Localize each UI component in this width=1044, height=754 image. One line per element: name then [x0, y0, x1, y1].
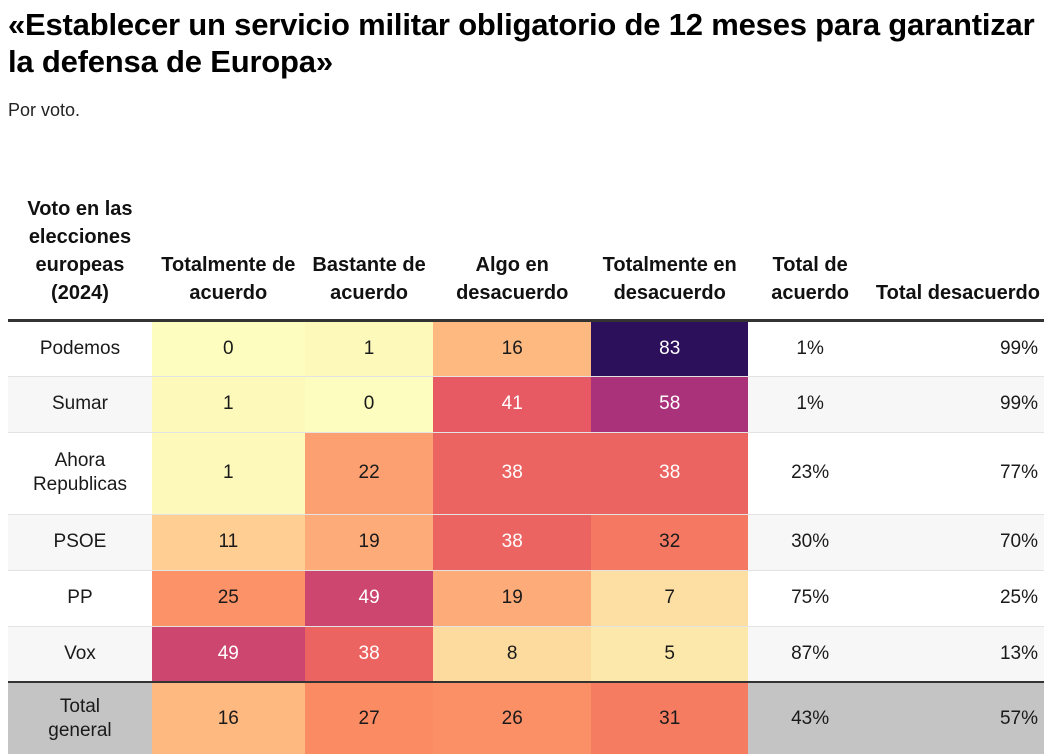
heat-cell: 11 — [151, 514, 305, 570]
heatmap-table: Voto en las elecciones europeas (2024) T… — [8, 160, 1044, 754]
column-header: Total desacuerdo — [875, 281, 1040, 304]
total-desacuerdo-cell: 77% — [999, 462, 1038, 483]
heat-cell: 1 — [151, 376, 305, 432]
column-header: Total de acuerdo — [771, 253, 850, 304]
heat-cell: 5 — [590, 626, 749, 682]
heat-cell: 38 — [433, 514, 591, 570]
heat-cell: 16 — [433, 320, 591, 376]
heat-cell: 27 — [304, 682, 434, 754]
total-acuerdo-cell: 43% — [748, 682, 872, 754]
row-label: Ahora Republicas — [32, 450, 127, 495]
heat-cell: 41 — [433, 376, 591, 432]
total-acuerdo-cell: 87% — [748, 626, 872, 682]
heat-cell: 0 — [151, 320, 305, 376]
heat-cell: 7 — [590, 570, 749, 626]
heat-cell: 19 — [304, 514, 434, 570]
table-row: Sumar 1 0 41 58 1% 99% — [8, 376, 1044, 432]
heat-cell: 38 — [590, 432, 749, 514]
table-row: Vox 49 38 8 5 87% 13% — [8, 626, 1044, 682]
row-label: Sumar — [8, 376, 152, 432]
heat-cell: 49 — [151, 626, 305, 682]
heat-cell: 26 — [433, 682, 591, 754]
heat-cell: 83 — [590, 320, 749, 376]
column-header-vote: Voto en las elecciones europeas (2024) — [27, 197, 133, 304]
chart-subtitle: Por voto. — [8, 100, 81, 120]
heat-cell: 8 — [433, 626, 591, 682]
total-desacuerdo-cell: 25% — [999, 587, 1038, 608]
total-desacuerdo-cell: 57% — [871, 682, 1044, 754]
heat-cell: 49 — [304, 570, 434, 626]
heat-cell: 22 — [304, 432, 434, 514]
heat-cell: 0 — [304, 376, 434, 432]
heat-cell: 32 — [590, 514, 749, 570]
table-row: PSOE 11 19 38 32 30% 70% — [8, 514, 1044, 570]
heat-cell: 1 — [304, 320, 434, 376]
row-label: PP — [67, 587, 93, 608]
chart-title: «Establecer un servicio militar obligato… — [8, 7, 1035, 79]
heat-cell: 1 — [151, 432, 305, 514]
column-header: Algo en desacuerdo — [456, 253, 569, 304]
row-label: Vox — [8, 626, 152, 682]
total-acuerdo-cell: 23% — [791, 462, 830, 483]
total-acuerdo-cell: 75% — [791, 587, 830, 608]
row-label: Total general — [8, 682, 152, 754]
column-header: Totalmente en desacuerdo — [602, 253, 737, 304]
column-header: Bastante de acuerdo — [312, 253, 426, 304]
total-desacuerdo-cell: 99% — [999, 337, 1038, 359]
total-acuerdo-cell: 30% — [748, 514, 872, 570]
heat-cell: 58 — [590, 376, 749, 432]
heat-cell: 25 — [151, 570, 305, 626]
heat-cell: 31 — [590, 682, 749, 754]
total-desacuerdo-cell: 99% — [871, 376, 1044, 432]
heat-cell: 38 — [433, 432, 591, 514]
table-row: Podemos 0 1 16 83 1% 99% — [8, 320, 1044, 376]
total-acuerdo-cell: 1% — [748, 376, 872, 432]
column-header: Totalmente de acuerdo — [161, 253, 296, 304]
table-row: PP 25 49 19 7 75% 25% — [8, 570, 1044, 626]
table-row: Ahora Republicas 1 22 38 38 23% 77% — [8, 432, 1044, 514]
row-label: Podemos — [39, 337, 121, 359]
heat-cell: 19 — [433, 570, 591, 626]
header-row: Voto en las elecciones europeas (2024) T… — [8, 160, 1044, 320]
heat-cell: 38 — [304, 626, 434, 682]
row-label: PSOE — [8, 514, 152, 570]
heat-cell: 16 — [151, 682, 305, 754]
total-desacuerdo-cell: 13% — [871, 626, 1044, 682]
total-acuerdo-cell: 1% — [796, 337, 824, 359]
total-row: Total general 16 27 26 31 43% 57% — [8, 682, 1044, 754]
total-desacuerdo-cell: 70% — [871, 514, 1044, 570]
